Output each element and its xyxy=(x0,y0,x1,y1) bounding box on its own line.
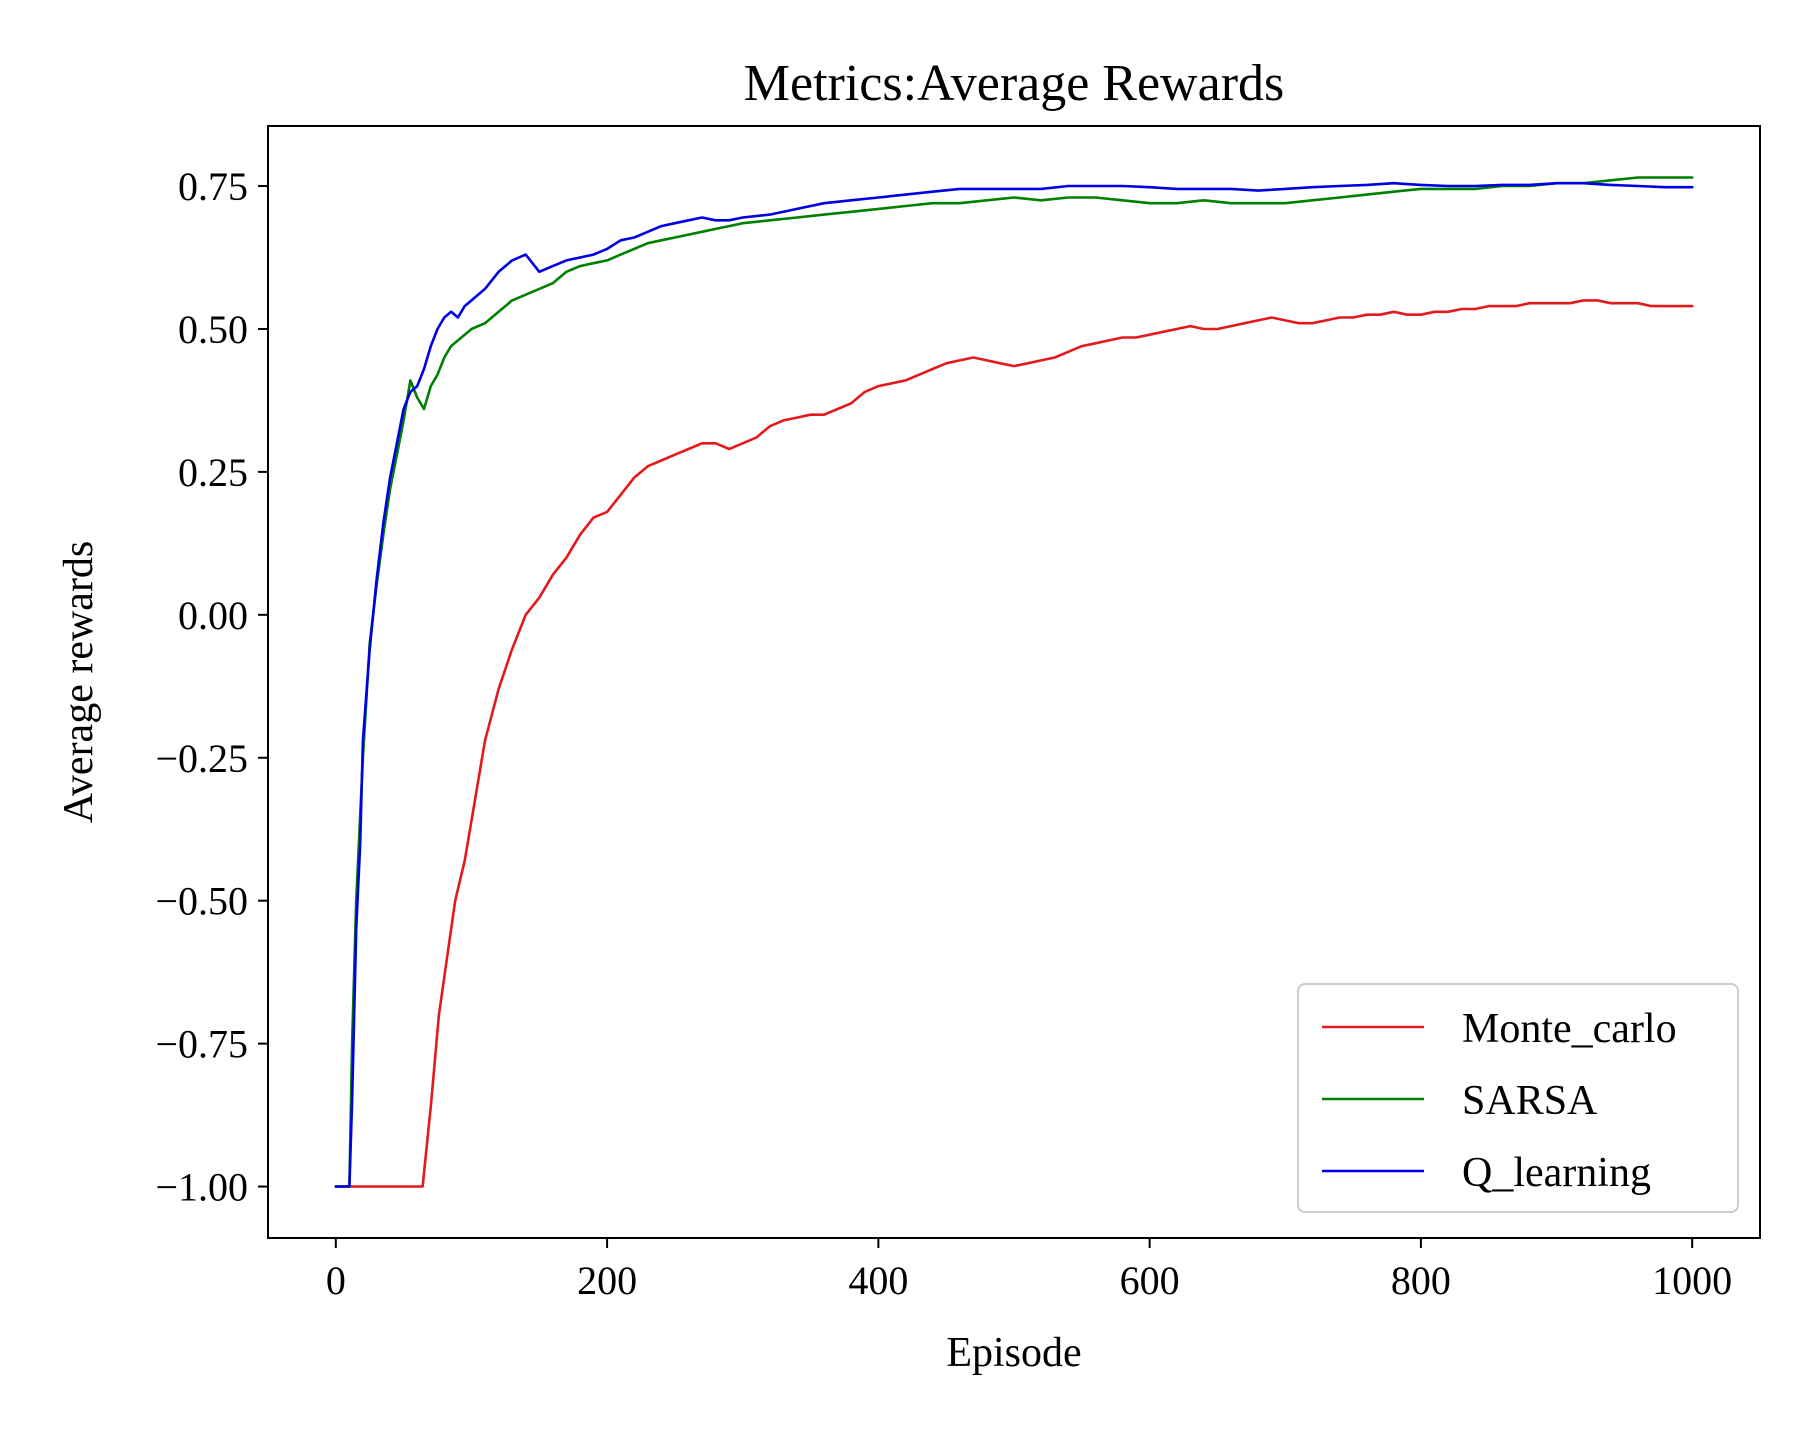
y-tick-label: 0.50 xyxy=(178,307,248,352)
x-tick-label: 1000 xyxy=(1652,1258,1732,1303)
x-tick-label: 600 xyxy=(1120,1258,1180,1303)
legend-label-sarsa: SARSA xyxy=(1462,1078,1598,1124)
legend: Monte_carlo SARSA Q_learning xyxy=(1297,983,1739,1213)
series-line-q-learning xyxy=(334,181,1694,1188)
y-tick-label: 0.25 xyxy=(178,450,248,495)
y-tick-label: −0.75 xyxy=(155,1022,248,1067)
series-layer xyxy=(334,176,1694,1188)
legend-items: Monte_carlo SARSA Q_learning xyxy=(1322,1006,1677,1196)
y-axis-label: Average rewards xyxy=(56,541,102,824)
plot-area-frame xyxy=(267,125,1761,1239)
x-axis-label: Episode xyxy=(946,1330,1081,1376)
series-line-sarsa xyxy=(334,176,1694,1188)
y-tick-label: 0.00 xyxy=(178,593,248,638)
x-tick-label: 800 xyxy=(1391,1258,1451,1303)
series-line-monte-carlo xyxy=(334,299,1694,1188)
legend-frame xyxy=(1297,983,1739,1213)
y-tick-label: −1.00 xyxy=(155,1165,248,1210)
y-tick-label: 0.75 xyxy=(178,164,248,209)
x-tick-label: 200 xyxy=(577,1258,637,1303)
y-axis-ticks: −1.00 −0.75 −0.50 −0.25 0.00 0.25 0.50 0.75 xyxy=(155,164,268,1210)
x-axis-ticks: 0 200 400 600 800 1000 xyxy=(326,1238,1732,1303)
x-tick-label: 400 xyxy=(848,1258,908,1303)
legend-label-q-learning: Q_learning xyxy=(1462,1150,1651,1196)
chart-title: Metrics:Average Rewards xyxy=(744,55,1285,112)
y-tick-label: −0.50 xyxy=(155,879,248,924)
y-tick-label: −0.25 xyxy=(155,736,248,781)
x-tick-label: 0 xyxy=(326,1258,346,1303)
legend-label-monte-carlo: Monte_carlo xyxy=(1462,1006,1677,1052)
